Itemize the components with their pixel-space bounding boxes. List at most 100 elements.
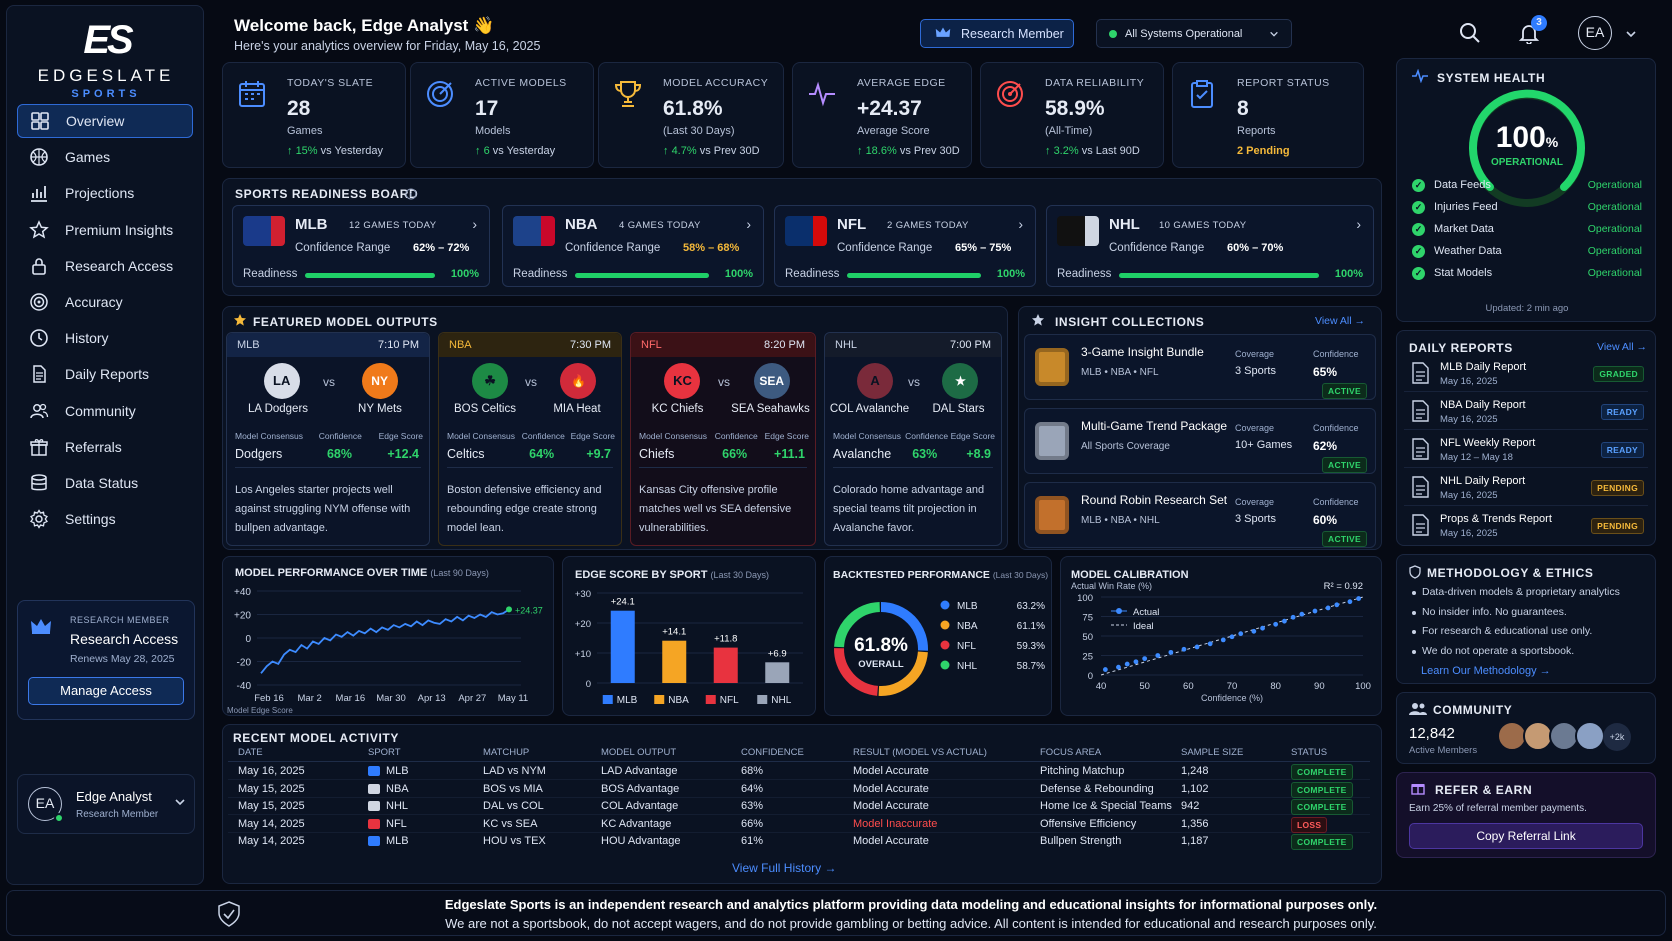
- health-item: ✓ Injuries Feed Operational: [1412, 200, 1642, 218]
- manage-access-button[interactable]: Manage Access: [28, 677, 184, 705]
- readiness-card-nba[interactable]: NBA 4 GAMES TODAY › Confidence Range 58% – 6…: [502, 205, 764, 287]
- nav-item-daily-reports[interactable]: Daily Reports: [17, 357, 193, 391]
- donut-slice-mlb: [880, 602, 928, 651]
- vs-label: vs: [908, 375, 920, 389]
- nav-item-settings[interactable]: Settings: [17, 502, 193, 536]
- nav-item-overview[interactable]: Overview: [17, 104, 193, 138]
- report-status-badge: PENDING: [1591, 518, 1644, 534]
- research-member-button[interactable]: Research Member: [920, 19, 1074, 48]
- stat-card[interactable]: TODAY'S SLATE 28 Games ↑ 15% vs Yesterday: [222, 62, 406, 168]
- report-row[interactable]: Props & Trends Report May 16, 2025 PENDING: [1404, 510, 1648, 544]
- column-header: SPORT: [368, 747, 401, 758]
- readiness-card-mlb[interactable]: MLB 12 GAMES TODAY › Confidence Range 62% – …: [232, 205, 490, 287]
- table-row[interactable]: May 15, 2025 NHL DAL vs COL COL Advantage 63…: [228, 798, 1370, 816]
- report-row[interactable]: NBA Daily Report May 16, 2025 READY: [1404, 396, 1648, 430]
- nav-item-data-status[interactable]: Data Status: [17, 466, 193, 500]
- stat-card[interactable]: REPORT STATUS 8 Reports 2 Pending: [1172, 62, 1364, 168]
- model-pick: Chiefs: [639, 447, 675, 461]
- report-row[interactable]: NHL Daily Report May 16, 2025 PENDING: [1404, 472, 1648, 506]
- info-icon[interactable]: [405, 187, 417, 205]
- status-dot: [1109, 29, 1117, 38]
- check-circle-icon: ✓: [1412, 245, 1425, 258]
- health-item-status: Operational: [1587, 201, 1642, 213]
- avatar: [1575, 721, 1605, 751]
- cell-matchup: KC vs SEA: [483, 817, 538, 830]
- stat-card[interactable]: DATA RELIABILITY 58.9% (All-Time) ↑ 3.2% vs…: [980, 62, 1164, 168]
- search-icon[interactable]: [1459, 22, 1481, 49]
- games-today: 4 GAMES TODAY: [619, 220, 701, 231]
- stat-card[interactable]: AVERAGE EDGE +24.37 Average Score ↑ 18.6% v…: [792, 62, 972, 168]
- featured-card-header: NBA 7:30 PM: [439, 333, 621, 357]
- backtest-panel: BACKTESTED PERFORMANCE (Last 30 Days) 61…: [824, 556, 1052, 716]
- nav-item-research-access[interactable]: Research Access: [17, 249, 193, 283]
- sport-icon: [368, 836, 380, 847]
- welcome-title: Welcome back, Edge Analyst 👋: [234, 16, 495, 35]
- notification-badge: 3: [1531, 15, 1547, 31]
- membership-card: RESEARCH MEMBER Research Access Renews M…: [17, 600, 195, 720]
- insight-item[interactable]: Multi-Game Trend Package All Sports Cover…: [1024, 408, 1376, 474]
- chevron-right-icon: ›: [1356, 216, 1361, 232]
- copy-referral-button[interactable]: Copy Referral Link: [1409, 823, 1643, 849]
- home-team: LA Dodgers: [247, 403, 309, 415]
- away-team-logo-icon: 🔥: [560, 363, 597, 399]
- donut-center-label: OVERALL: [858, 659, 904, 670]
- header-avatar[interactable]: EA: [1578, 16, 1612, 50]
- membership-tier: RESEARCH MEMBER: [70, 615, 170, 625]
- model-note: Colorado home advantage and special team…: [833, 484, 985, 534]
- report-row[interactable]: NFL Weekly Report May 12 – May 18 READY: [1404, 434, 1648, 468]
- report-row[interactable]: MLB Daily Report May 16, 2025 GRADED: [1404, 358, 1648, 392]
- reports-view-all[interactable]: View All →: [1597, 341, 1647, 353]
- stat-card[interactable]: MODEL ACCURACY 61.8% (Last 30 Days) ↑ 4.7% …: [598, 62, 784, 168]
- grid-icon: [31, 112, 49, 130]
- featured-card-nfl[interactable]: NFL 8:20 PM KC vs SEA KC Chiefs SEA Seahawks Mo…: [630, 332, 816, 546]
- insight-item[interactable]: Round Robin Research Set MLB • NBA • NHL C…: [1024, 482, 1376, 548]
- divider: [235, 467, 421, 468]
- arrow-up-icon: ↑: [475, 145, 484, 157]
- readiness-title: SPORTS READINESS BOARD: [235, 187, 419, 201]
- nav-label: History: [65, 330, 109, 347]
- legend-label: NFL: [957, 641, 976, 652]
- league-name: NBA: [565, 216, 598, 233]
- chevron-down-icon[interactable]: [1625, 27, 1637, 45]
- nav-item-games[interactable]: Games: [17, 140, 193, 174]
- insights-view-all[interactable]: View All →: [1315, 315, 1365, 327]
- model-edge: +8.9: [966, 447, 991, 461]
- insight-name: Round Robin Research Set: [1081, 493, 1228, 507]
- confidence-range: 62% – 72%: [413, 242, 470, 254]
- nav-item-history[interactable]: History: [17, 321, 193, 355]
- featured-card-mlb[interactable]: MLB 7:10 PM LA vs NY LA Dodgers NY Mets Model C…: [226, 332, 430, 546]
- x-tick-label: 60: [1183, 681, 1194, 692]
- table-row[interactable]: May 14, 2025 NFL KC vs SEA KC Advantage 66% M…: [228, 816, 1370, 833]
- calibration-point: [1347, 599, 1353, 605]
- system-status-select[interactable]: All Systems Operational: [1096, 19, 1292, 48]
- insight-item[interactable]: 3-Game Insight Bundle MLB • NBA • NFL Cove…: [1024, 334, 1376, 400]
- stat-delta-text: vs Yesterday: [492, 145, 556, 157]
- readiness-card-nhl[interactable]: NHL 10 GAMES TODAY › Confidence Range 60% – …: [1046, 205, 1374, 287]
- view-full-history-link[interactable]: View Full History →: [732, 861, 837, 875]
- user-card[interactable]: EA Edge Analyst Research Member: [17, 774, 195, 834]
- stat-value: 8: [1237, 97, 1249, 120]
- table-row[interactable]: May 14, 2025 MLB HOU vs TEX HOU Advantage 61…: [228, 833, 1370, 851]
- nav-item-projections[interactable]: Projections: [17, 176, 193, 210]
- table-row[interactable]: May 16, 2025 MLB LAD vs NYM LAD Advantage 68…: [228, 763, 1370, 780]
- stat-title: DATA RELIABILITY: [1045, 77, 1145, 89]
- stat-card[interactable]: ACTIVE MODELS 17 Models ↑ 6 vs Yesterday: [410, 62, 594, 168]
- nav-item-community[interactable]: Community: [17, 394, 193, 428]
- star-outline-icon: [1031, 313, 1045, 332]
- stat-sub: Models: [475, 125, 511, 137]
- featured-card-nba[interactable]: NBA 7:30 PM ☘ vs 🔥 BOS Celtics MIA Heat Model C…: [438, 332, 622, 546]
- learn-methodology-link[interactable]: Learn Our Methodology →: [1421, 665, 1551, 677]
- mlb-logo-icon: [602, 695, 613, 704]
- readiness-value: 100%: [1334, 268, 1363, 280]
- column-header: FOCUS AREA: [1040, 747, 1102, 758]
- game-time: 8:20 PM: [764, 339, 805, 351]
- nav-item-referrals[interactable]: Referrals: [17, 430, 193, 464]
- refer-panel: REFER & EARN Earn 25% of referral member…: [1396, 772, 1656, 858]
- cell-conf: 64%: [741, 782, 764, 795]
- table-row[interactable]: May 15, 2025 NBA BOS vs MIA BOS Advantage 64…: [228, 781, 1370, 798]
- nav-item-premium-insights[interactable]: Premium Insights: [17, 213, 193, 247]
- medal-icon: [1035, 348, 1069, 386]
- readiness-card-nfl[interactable]: NFL 2 GAMES TODAY › Confidence Range 65% – 7…: [774, 205, 1036, 287]
- nav-item-accuracy[interactable]: Accuracy: [17, 285, 193, 319]
